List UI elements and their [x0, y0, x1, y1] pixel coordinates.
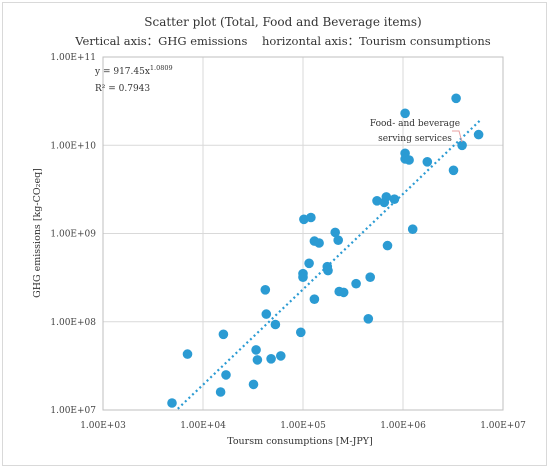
annotation-line-2: serving services — [378, 134, 452, 144]
data-point — [382, 240, 393, 251]
data-point — [309, 294, 320, 305]
data-point — [407, 224, 418, 234]
data-point — [298, 272, 308, 283]
x-tick-label: 1.00E+07 — [480, 421, 526, 431]
data-point — [381, 192, 392, 202]
annotation-leader-line — [452, 130, 463, 143]
data-point — [276, 351, 286, 361]
data-point — [218, 329, 229, 340]
data-point — [365, 272, 376, 283]
y-tick-label: 1.00E+07 — [50, 406, 96, 416]
data-point — [252, 355, 263, 365]
x-tick-label: 1.00E+06 — [380, 421, 426, 431]
data-point — [221, 370, 231, 380]
y-tick-label: 1.00E+11 — [50, 53, 96, 63]
data-point — [248, 379, 259, 390]
r-squared-label: R² = 0.7943 — [95, 84, 150, 94]
data-point — [451, 93, 461, 104]
data-point — [363, 314, 374, 324]
y-tick-label: 1.00E+08 — [50, 318, 96, 328]
data-point — [266, 354, 276, 364]
data-point — [260, 285, 271, 295]
data-point — [351, 278, 361, 289]
data-point — [333, 235, 344, 245]
x-axis-label: Toursm consumptions [M-JPY] — [227, 436, 373, 447]
data-point — [457, 140, 467, 151]
data-point — [167, 398, 177, 408]
data-point — [270, 319, 281, 330]
data-point — [261, 309, 272, 319]
axis-ticks: 1.00E+03 1.00E+04 1.00E+05 1.00E+06 1.00E+07… — [50, 53, 526, 431]
data-point — [448, 165, 459, 176]
data-point — [330, 227, 341, 238]
data-point — [182, 349, 193, 359]
data-point — [215, 387, 226, 397]
gridlines — [103, 57, 503, 410]
data-points — [167, 93, 484, 408]
y-tick-label: 1.00E+10 — [50, 141, 96, 151]
plot-area-border — [102, 56, 504, 411]
data-point — [422, 157, 433, 167]
data-point — [338, 287, 349, 298]
data-point — [389, 194, 400, 204]
data-point — [304, 258, 314, 269]
data-point — [404, 155, 414, 165]
data-point — [323, 265, 333, 276]
data-point — [251, 345, 261, 355]
x-tick-label: 1.00E+05 — [280, 421, 326, 431]
chart-title: Scatter plot (Total, Food and Beverage i… — [144, 15, 421, 29]
trend-equation: y = 917.45x1.0809 — [94, 64, 173, 77]
data-point — [314, 238, 324, 248]
annotation-line-1: Food- and beverage — [370, 119, 460, 129]
y-axis-label: GHG emissions [kg-CO₂eq] — [32, 168, 43, 298]
data-point — [400, 108, 410, 119]
x-tick-label: 1.00E+04 — [180, 421, 226, 431]
trend-equation-base: y = 917.45x — [94, 67, 150, 77]
data-point — [372, 196, 382, 206]
data-point — [473, 129, 484, 140]
trend-equation-exponent: 1.0809 — [150, 64, 173, 72]
x-tick-label: 1.00E+03 — [80, 421, 126, 431]
data-point — [306, 212, 316, 223]
data-point — [296, 327, 306, 338]
y-tick-label: 1.00E+09 — [50, 230, 96, 240]
chart-subtitle: Vertical axis：GHG emissions horizontal a… — [74, 34, 491, 48]
